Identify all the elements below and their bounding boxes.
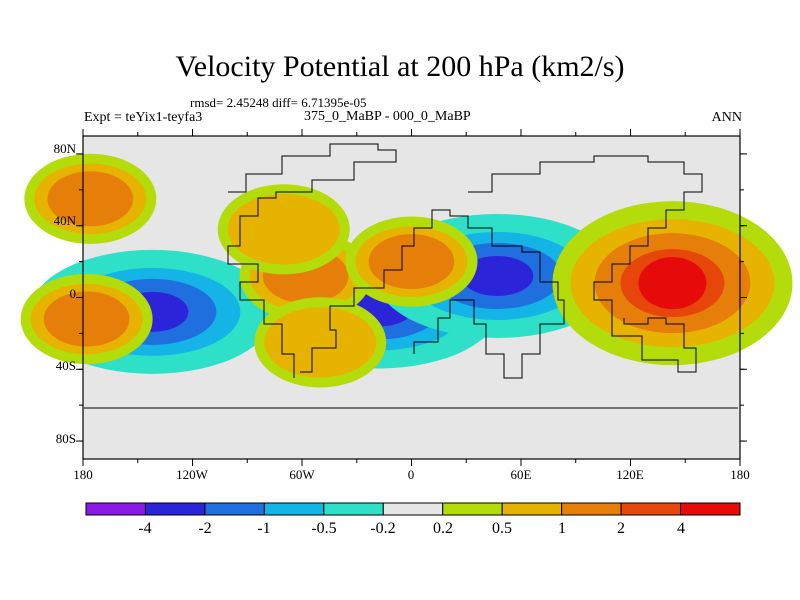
x-tick-label: 180 xyxy=(730,467,750,482)
y-tick-label: 80S xyxy=(55,431,76,446)
x-tick-label: 60W xyxy=(289,467,315,482)
colorbar-swatch xyxy=(501,502,563,516)
colorbar-swatch xyxy=(263,502,325,516)
x-tick-label: 180 xyxy=(73,467,93,482)
coastline-segment xyxy=(468,155,703,373)
x-tick-label: 60E xyxy=(510,467,532,482)
colorbar-label: 0.2 xyxy=(433,520,453,537)
colorbar-swatch xyxy=(204,502,265,516)
y-tick-label: 80N xyxy=(53,141,76,156)
contour-band xyxy=(461,255,534,296)
colorbar-label: 0.5 xyxy=(492,520,512,537)
colorbar xyxy=(85,502,741,516)
colorbar-swatch xyxy=(85,502,146,516)
contour-band xyxy=(227,194,340,265)
high-potential-center xyxy=(24,153,157,244)
x-tick-label: 0 xyxy=(407,467,415,482)
colorbar-label: -2 xyxy=(198,520,212,537)
colorbar-label: -4 xyxy=(138,520,152,537)
x-tick-label: 120W xyxy=(176,467,208,482)
high-potential-center xyxy=(254,297,387,388)
colorbar-label: 4 xyxy=(677,520,685,537)
high-potential-center xyxy=(345,216,478,307)
contour-band xyxy=(264,307,377,378)
x-tick-label: 120E xyxy=(616,467,644,482)
colorbar-swatch xyxy=(680,502,741,516)
contour-band xyxy=(638,257,707,310)
colorbar-swatch xyxy=(382,502,444,516)
contour-band xyxy=(43,291,130,347)
contour-field xyxy=(20,136,793,459)
colorbar-swatch xyxy=(144,502,206,516)
y-tick-label: 0 xyxy=(69,286,77,301)
high-potential-center xyxy=(20,273,153,365)
colorbar-label: -0.2 xyxy=(370,520,396,537)
high-potential-center xyxy=(552,201,793,366)
colorbar-swatch xyxy=(620,502,682,516)
axis-ticks xyxy=(76,129,747,466)
colorbar-swatch xyxy=(561,502,622,516)
coastline-segment xyxy=(300,209,565,379)
colorbar-label: 2 xyxy=(617,520,625,537)
contour-band xyxy=(368,234,455,290)
coastline-segment xyxy=(227,143,397,378)
colorbar-label: -1 xyxy=(257,520,271,537)
y-tick-label: 40N xyxy=(53,213,76,228)
colorbar-swatch xyxy=(442,502,503,516)
stats-line: rmsd= 2.45248 diff= 6.71395e-05 xyxy=(190,95,367,110)
contour-band xyxy=(47,171,134,227)
coastlines xyxy=(84,143,738,409)
high-potential-center xyxy=(217,184,350,275)
season-label: ANN xyxy=(711,110,742,125)
plot-title: Velocity Potential at 200 hPa (km2/s) xyxy=(175,50,625,83)
periods-label: 375_0_MaBP - 000_0_MaBP xyxy=(304,109,471,124)
colorbar-label: -0.5 xyxy=(311,520,337,537)
colorbar-swatch xyxy=(323,502,384,516)
colorbar-label: 1 xyxy=(558,520,566,537)
y-tick-label: 40S xyxy=(55,358,76,373)
experiment-label: Expt = teYix1-teyfa3 xyxy=(84,110,203,125)
